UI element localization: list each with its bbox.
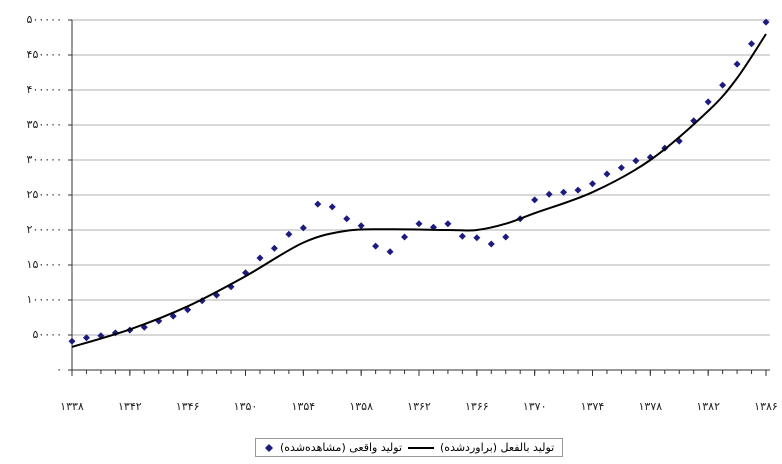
y-tick-label: ۰ bbox=[56, 363, 62, 376]
legend-marker bbox=[265, 443, 273, 452]
y-tick-label: ۲۰۰۰۰۰ bbox=[27, 223, 62, 236]
x-tick-label: ۱۳۴۶ bbox=[176, 400, 200, 413]
y-tick-label: ۳۵۰۰۰۰ bbox=[27, 118, 62, 131]
observed-point bbox=[719, 81, 727, 89]
observed-point bbox=[285, 230, 293, 238]
y-tick-label: ۵۰۰۰۰ bbox=[32, 328, 62, 341]
observed-point bbox=[589, 180, 596, 188]
observed-point bbox=[531, 196, 539, 204]
x-tick-label: ۱۳۵۰ bbox=[234, 400, 258, 413]
observed-point bbox=[68, 337, 76, 345]
legend-swatch bbox=[408, 446, 435, 449]
observed-point bbox=[560, 188, 568, 196]
observed-point bbox=[82, 334, 90, 342]
x-tick-label: ۱۳۸۶ bbox=[754, 400, 778, 413]
observed-point bbox=[617, 164, 625, 172]
observed-point bbox=[458, 232, 466, 240]
observed-point bbox=[545, 190, 553, 198]
estimated-line bbox=[71, 33, 767, 348]
y-tick-label: ۱۵۰۰۰۰ bbox=[27, 258, 62, 271]
x-tick-label: ۱۳۷۸ bbox=[639, 400, 663, 413]
observed-point bbox=[748, 40, 756, 48]
x-tick-label: ۱۳۸۲ bbox=[696, 400, 720, 413]
x-tick-label: ۱۳۵۴ bbox=[292, 400, 316, 413]
y-tick-label: ۴۰۰۰۰۰ bbox=[27, 83, 62, 96]
observed-point bbox=[444, 220, 452, 228]
legend-swatch bbox=[265, 443, 273, 452]
observed-point bbox=[314, 200, 322, 208]
y-tick-label: ۴۵۰۰۰۰ bbox=[27, 48, 62, 61]
observed-point bbox=[502, 233, 510, 241]
observed-point bbox=[343, 215, 351, 223]
observed-point bbox=[256, 254, 264, 262]
observed-point bbox=[299, 224, 307, 232]
observed-point bbox=[386, 248, 394, 256]
x-tick-label: ۱۳۷۰ bbox=[523, 400, 547, 413]
observed-point bbox=[704, 98, 712, 106]
observed-point bbox=[733, 60, 741, 68]
x-tick-label: ۱۳۷۴ bbox=[581, 400, 605, 413]
x-tick-label: ۱۳۴۲ bbox=[118, 400, 142, 413]
y-tick-label: ۱۰۰۰۰۰ bbox=[27, 293, 62, 306]
y-tick-label: ۵۰۰۰۰۰ bbox=[27, 13, 62, 26]
x-tick-label: ۱۳۵۸ bbox=[349, 400, 373, 413]
x-tick-label: ۱۳۳۸ bbox=[60, 400, 84, 413]
x-tick-label: ۱۳۶۲ bbox=[407, 400, 431, 413]
observed-point bbox=[632, 157, 640, 165]
y-tick-label: ۳۰۰۰۰۰ bbox=[27, 153, 62, 166]
observed-point bbox=[487, 240, 495, 248]
observed-point bbox=[574, 186, 582, 194]
observed-point bbox=[762, 18, 770, 26]
observed-point bbox=[372, 242, 380, 250]
legend-label: تولید بالفعل (براوردشده) bbox=[440, 441, 555, 454]
observed-point bbox=[328, 203, 336, 211]
observed-point bbox=[415, 220, 423, 228]
x-tick-label: ۱۳۶۶ bbox=[465, 400, 489, 413]
legend-label: تولید واقعی (مشاهده‌شده) bbox=[280, 441, 403, 454]
legend: تولید واقعی (مشاهده‌شده) تولید بالفعل (بر… bbox=[255, 438, 564, 457]
observed-point bbox=[603, 170, 611, 178]
observed-point bbox=[401, 233, 409, 241]
y-tick-label: ۲۵۰۰۰۰ bbox=[27, 188, 62, 201]
observed-point bbox=[357, 222, 365, 230]
observed-point bbox=[473, 234, 481, 242]
observed-point bbox=[270, 244, 278, 252]
